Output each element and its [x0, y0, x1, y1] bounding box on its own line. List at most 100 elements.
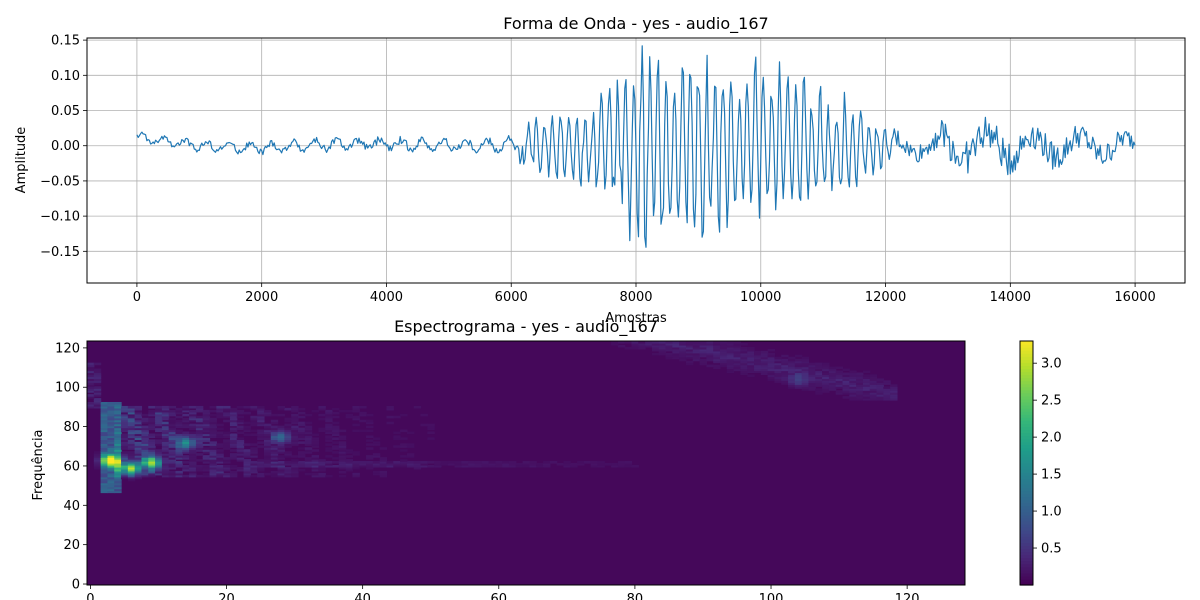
- spectrogram-cell: [209, 463, 217, 466]
- spectrogram-cell: [134, 435, 143, 439]
- spectrogram-cell: [121, 463, 129, 466]
- spectrogram-cell: [216, 435, 224, 439]
- spectrogram-cell: [202, 433, 211, 437]
- spectrogram-cell: [713, 360, 721, 364]
- spectrogram-cell: [828, 388, 837, 391]
- spectrogram-cell: [794, 354, 803, 358]
- waveform-y-tick-label: 0.10: [51, 69, 80, 84]
- spectrogram-cell: [767, 360, 776, 364]
- spectrogram-cell: [175, 464, 183, 468]
- spectrogram-cell: [229, 429, 238, 433]
- spectrogram-cell: [257, 437, 265, 440]
- spectrogram-cell: [311, 437, 320, 440]
- spectrogram-cell: [250, 419, 258, 423]
- spectrogram-cell: [93, 370, 102, 374]
- spectrogram-cell: [87, 390, 95, 393]
- spectrogram-cell: [87, 376, 95, 379]
- spectrogram-cell: [209, 453, 217, 456]
- spectrogram-cell: [87, 372, 95, 376]
- spectrogram-cell: [284, 443, 292, 446]
- spectrogram-cell: [468, 463, 476, 466]
- spectrogram-cell: [794, 364, 803, 368]
- spectrogram-cell: [767, 364, 776, 368]
- spectrogram-cell: [189, 468, 197, 472]
- spectrogram-cell: [359, 461, 367, 464]
- spectrogram-cell: [400, 455, 408, 458]
- spectrogram-cell: [202, 443, 211, 446]
- spectrogram-cell: [148, 470, 156, 474]
- spectrogram-cell: [250, 449, 258, 452]
- spectrogram-cell: [168, 464, 177, 468]
- spectrogram-cell: [114, 466, 122, 470]
- spectrogram-cell: [379, 463, 388, 466]
- spectrogram-cell: [209, 413, 217, 417]
- spectrogram-cell: [148, 441, 156, 444]
- spectrogram-cell: [229, 417, 238, 421]
- spectrogram-cell: [277, 449, 285, 452]
- spectrogram-cell: [692, 352, 701, 356]
- spectrogram-cell: [692, 346, 701, 350]
- spectrogram-cell: [890, 394, 898, 397]
- spectrogram-cell: [263, 425, 272, 429]
- spectrogram-cell: [277, 447, 285, 450]
- spectrogram-cell: [141, 463, 149, 466]
- spectrogram-cell: [536, 463, 544, 466]
- spectrogram-cell: [121, 417, 129, 421]
- spectrogram-cell: [161, 461, 170, 464]
- spectrogram-cell: [849, 398, 857, 401]
- spectrogram-cell: [107, 409, 115, 413]
- spectrogram-cell: [726, 358, 735, 362]
- spectrogram-cell: [685, 348, 694, 352]
- spectrogram-cell: [189, 439, 197, 442]
- spectrogram-cell: [291, 407, 299, 411]
- spectrogram-cell: [114, 464, 122, 468]
- spectrogram-cell: [195, 423, 204, 427]
- spectrogram-cell: [148, 461, 156, 464]
- spectrogram-cell: [733, 364, 741, 368]
- spectrogram-cell: [202, 441, 211, 444]
- colorbar-segment: [1020, 490, 1033, 495]
- spectrogram-cell: [236, 437, 245, 440]
- spectrogram-cell: [577, 461, 585, 464]
- spectrogram-cell: [760, 370, 769, 374]
- spectrogram-cell: [869, 390, 878, 393]
- spectrogram-cell: [713, 346, 721, 350]
- spectrogram-cell: [277, 437, 285, 440]
- spectrogram-cell: [236, 455, 245, 458]
- spectrogram-cell: [304, 464, 313, 468]
- spectrogram-cell: [338, 437, 347, 440]
- spectrogram-cell: [420, 463, 428, 466]
- spectrogram-cell: [121, 472, 129, 476]
- spectrogram-cell: [195, 466, 204, 470]
- spectrogram-cell: [168, 474, 177, 478]
- spectrogram-cell: [699, 342, 707, 346]
- spectrogram-cell: [754, 368, 762, 372]
- spectrogram-cell: [148, 463, 156, 466]
- spectrogram-cell: [114, 443, 122, 446]
- spectrogram-cell: [372, 464, 381, 468]
- spectrogram-cell: [223, 433, 231, 437]
- spectrogram-cell: [699, 362, 707, 366]
- spectrogram-cell: [740, 370, 748, 374]
- spectrogram-cell: [359, 429, 367, 433]
- spectrogram-cell: [263, 435, 272, 439]
- spectrogram-cell: [250, 464, 258, 468]
- spectrogram-cell: [277, 431, 285, 435]
- colorbar-segment: [1020, 499, 1033, 504]
- spectrogram-cell: [291, 405, 299, 409]
- spectrogram-cell: [685, 360, 694, 364]
- spectrogram-cell: [202, 413, 211, 417]
- spectrogram-cell: [93, 362, 102, 366]
- spectrogram-cell: [155, 413, 163, 417]
- spectrogram-cell: [679, 354, 687, 358]
- spectrogram-cell: [134, 459, 143, 462]
- spectrogram-cell: [175, 437, 183, 440]
- spectrogram-cell: [400, 464, 408, 468]
- spectrogram-cell: [257, 441, 265, 444]
- waveform-y-tick-label: 0.00: [51, 139, 80, 154]
- colorbar-segment: [1020, 377, 1033, 382]
- spectrogram-cell: [304, 435, 313, 439]
- spectrogram-cell: [114, 488, 122, 492]
- spectrogram-cell: [134, 447, 143, 450]
- spectrogram-cell: [849, 386, 857, 389]
